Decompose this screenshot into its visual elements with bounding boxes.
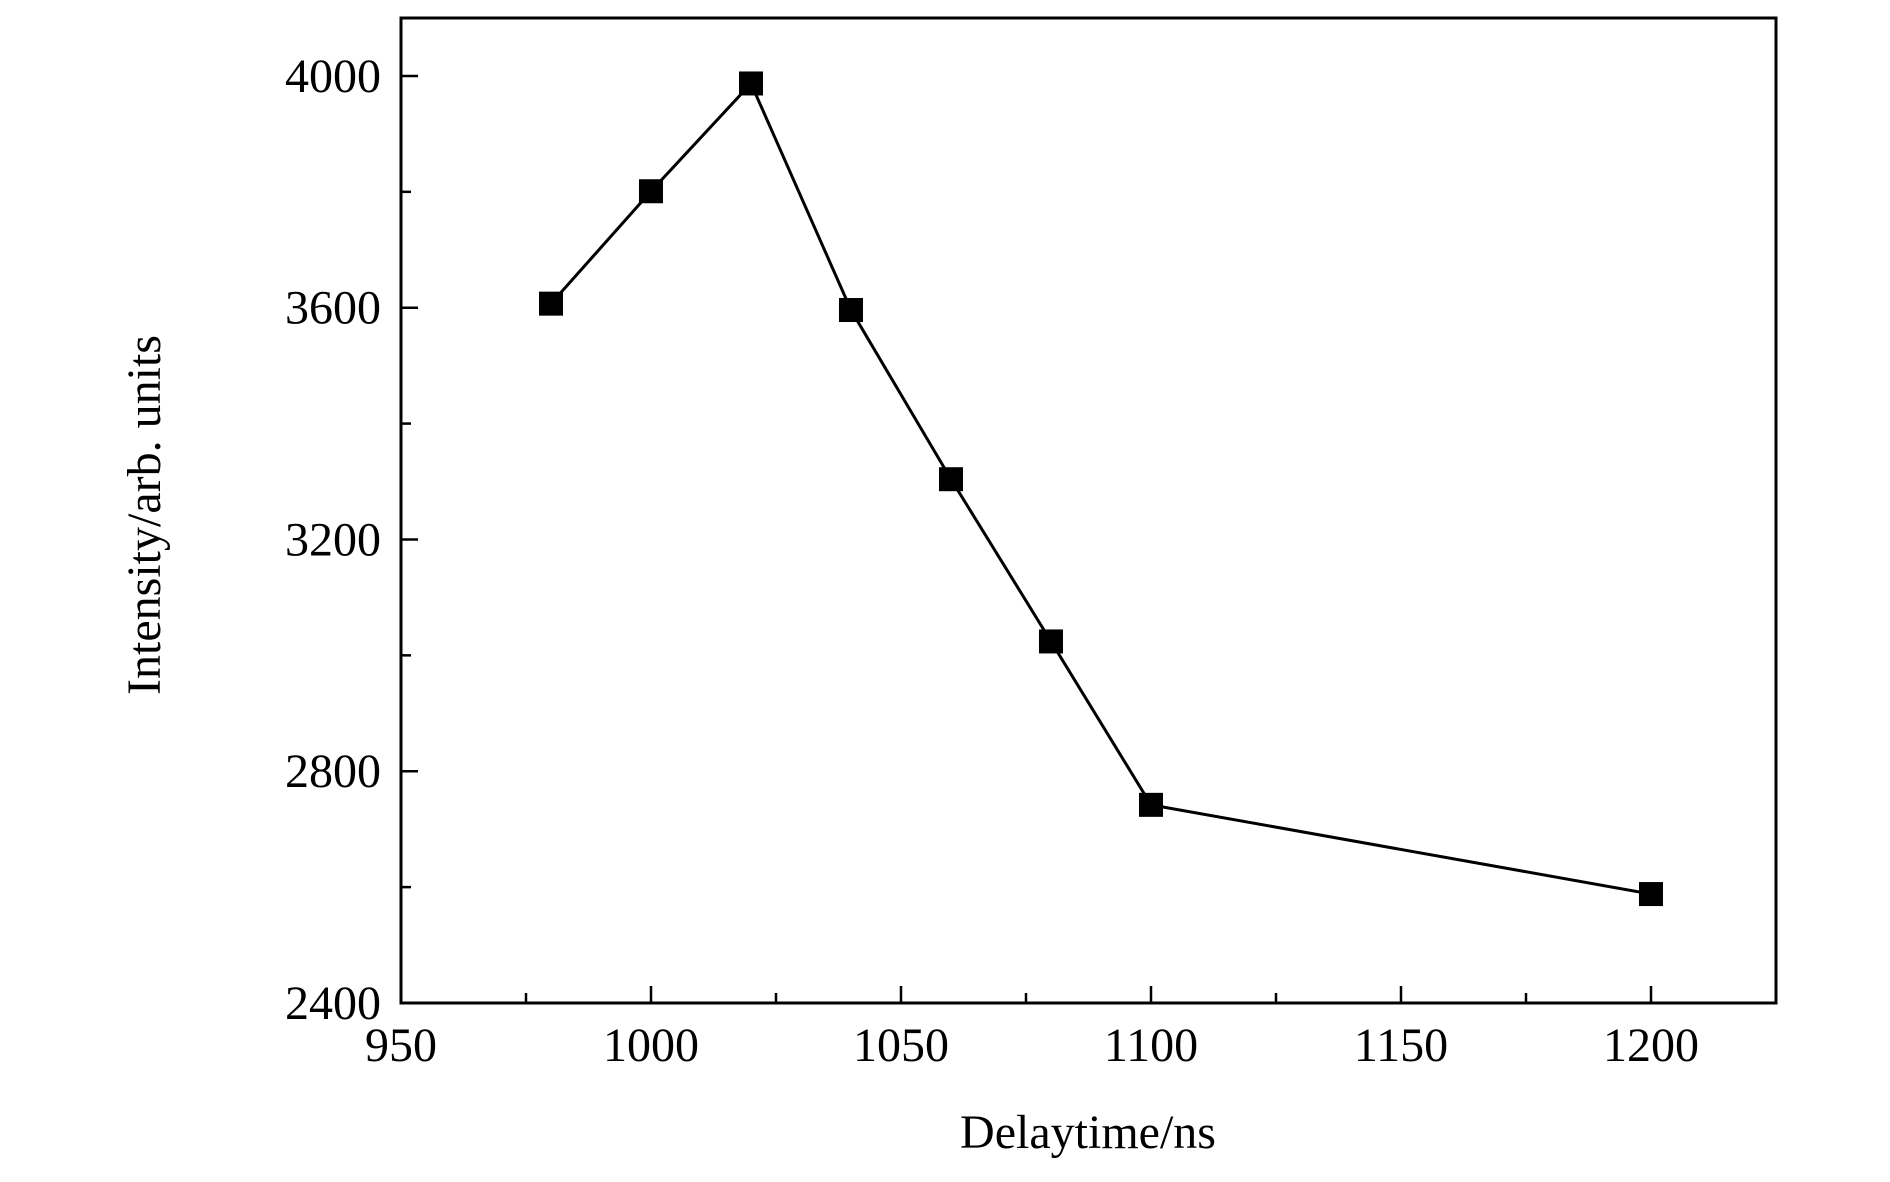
data-marker xyxy=(839,298,863,323)
data-marker xyxy=(1039,629,1063,654)
y-tick-label: 3200 xyxy=(285,513,381,566)
data-marker xyxy=(539,291,563,316)
y-tick-label: 2800 xyxy=(285,745,381,798)
x-tick-label: 950 xyxy=(365,1019,437,1072)
y-axis-label: Intensity/arb. units xyxy=(118,335,171,695)
x-tick-label: 1150 xyxy=(1354,1019,1448,1072)
data-marker xyxy=(739,71,763,96)
plot-frame xyxy=(399,16,1778,1005)
data-marker xyxy=(1139,792,1163,817)
y-tick-label: 3600 xyxy=(285,282,381,335)
data-marker xyxy=(639,179,663,204)
x-axis-label: Delaytime/ns xyxy=(960,1106,1216,1159)
x-tick-label: 1000 xyxy=(603,1019,699,1072)
y-tick-label: 4000 xyxy=(285,50,381,103)
data-marker xyxy=(939,467,963,492)
data-marker xyxy=(1639,882,1663,907)
y-tick-label: 2400 xyxy=(285,977,381,1030)
data-line xyxy=(549,80,1652,896)
x-tick-label: 1200 xyxy=(1603,1019,1699,1072)
x-tick-label: 1050 xyxy=(853,1019,949,1072)
x-tick-label: 1100 xyxy=(1104,1019,1198,1072)
